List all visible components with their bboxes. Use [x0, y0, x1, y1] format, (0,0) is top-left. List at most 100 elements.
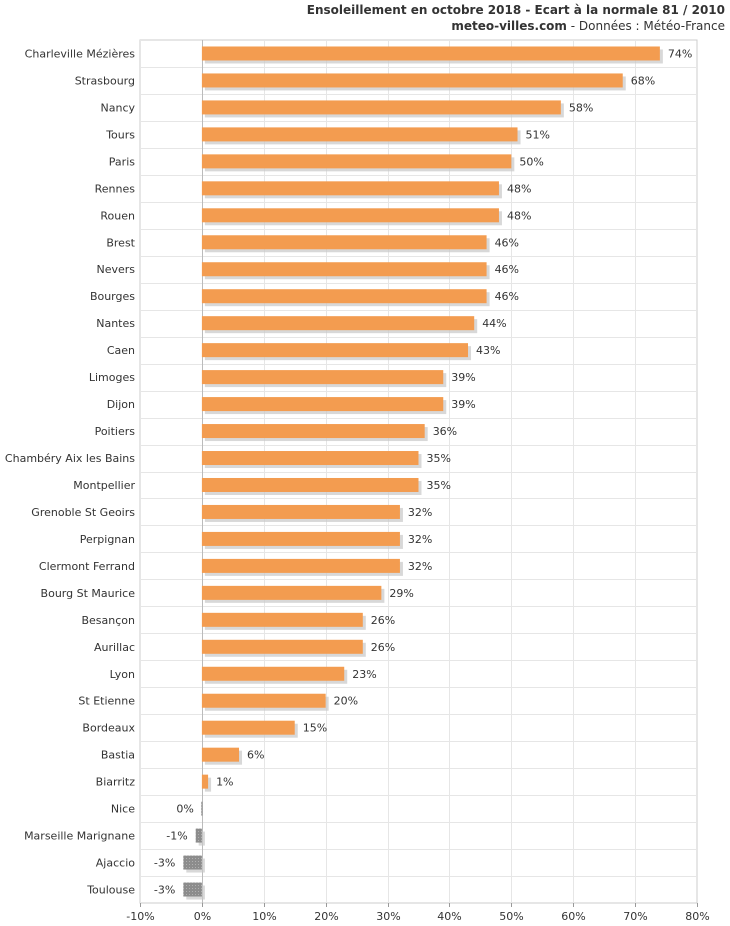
value-label: 6%	[247, 749, 264, 762]
bar	[201, 558, 400, 573]
bar	[183, 882, 202, 897]
value-label: 26%	[371, 641, 395, 654]
category-label: Rouen	[100, 209, 135, 222]
category-label: St Etienne	[78, 695, 135, 708]
data-source: - Données : Météo-France	[566, 19, 725, 33]
category-label: Clermont Ferrand	[39, 560, 135, 573]
x-tick-label: 20%	[314, 910, 338, 923]
x-tick-label: 10%	[252, 910, 276, 923]
value-label: 32%	[408, 533, 432, 546]
category-label: Bourges	[90, 290, 135, 303]
category-label: Marseille Marignane	[24, 830, 135, 843]
value-label: 35%	[427, 452, 451, 465]
bar	[201, 100, 561, 115]
bar	[201, 343, 469, 358]
bar	[201, 774, 209, 789]
category-label: Lyon	[110, 668, 135, 681]
category-label: Charleville Mézières	[25, 47, 136, 60]
bar	[201, 46, 660, 61]
bar	[201, 424, 425, 439]
value-label: 51%	[526, 128, 550, 141]
value-label: 39%	[451, 371, 475, 384]
value-label: 44%	[482, 317, 506, 330]
x-tick-label: 70%	[623, 910, 647, 923]
value-label: 26%	[371, 614, 395, 627]
x-tick-label: 0%	[194, 910, 211, 923]
value-label: 32%	[408, 506, 432, 519]
bar	[201, 370, 444, 385]
category-label: Nice	[111, 803, 135, 816]
value-label: 46%	[495, 263, 519, 276]
site-name: meteo-villes.com	[451, 19, 567, 33]
bar	[201, 397, 444, 412]
x-axis: -10% 0% 10% 20% 30% 40% 50% 60% 70% 80%	[126, 903, 710, 923]
value-label: 20%	[334, 695, 358, 708]
category-label: Tours	[105, 128, 135, 141]
value-label: 46%	[495, 290, 519, 303]
category-label: Bourg St Maurice	[41, 587, 136, 600]
category-label: Toulouse	[86, 884, 135, 897]
value-label: 0%	[176, 803, 193, 816]
bar	[201, 73, 623, 88]
bar	[195, 828, 202, 843]
x-tick-label: -10%	[126, 910, 154, 923]
value-label: 39%	[451, 398, 475, 411]
category-label: Bastia	[101, 749, 135, 762]
value-label: 15%	[303, 722, 327, 735]
bar	[201, 504, 400, 519]
category-label: Perpignan	[80, 533, 135, 546]
category-label: Limoges	[89, 371, 135, 384]
value-label: 1%	[216, 776, 233, 789]
category-label: Bordeaux	[82, 722, 135, 735]
x-tick-label: 50%	[499, 910, 523, 923]
value-label: -3%	[154, 857, 175, 870]
value-label: 48%	[507, 209, 531, 222]
bar	[201, 451, 419, 466]
bar	[183, 855, 202, 870]
bar	[201, 666, 345, 681]
value-label: 32%	[408, 560, 432, 573]
category-label: Chambéry Aix les Bains	[5, 452, 135, 465]
x-tick-label: 60%	[561, 910, 585, 923]
category-label: Rennes	[95, 182, 136, 195]
category-label: Brest	[106, 236, 135, 249]
category-label: Dijon	[107, 398, 135, 411]
bar	[201, 693, 326, 708]
category-label: Strasbourg	[75, 74, 135, 87]
bar	[201, 316, 475, 331]
category-label: Poitiers	[95, 425, 136, 438]
chart-subtitle: meteo-villes.com - Données : Météo-Franc…	[307, 18, 725, 34]
value-label: 74%	[668, 47, 692, 60]
bar	[201, 154, 512, 169]
value-label: 23%	[352, 668, 376, 681]
category-label: Montpellier	[73, 479, 135, 492]
category-label: Aurillac	[94, 641, 135, 654]
bar	[201, 289, 487, 304]
bar	[201, 720, 295, 735]
bar	[201, 181, 499, 196]
x-tick-label: 30%	[376, 910, 400, 923]
bar	[201, 747, 240, 762]
category-label: Caen	[107, 344, 135, 357]
bar	[201, 262, 487, 277]
bar	[201, 639, 363, 654]
labels: Charleville Mézières 74% Strasbourg 68% Nanc…	[5, 47, 692, 896]
value-label: -3%	[154, 884, 175, 897]
value-label: 48%	[507, 182, 531, 195]
bars	[183, 46, 663, 900]
category-label: Biarritz	[96, 776, 136, 789]
x-tick-label: 80%	[685, 910, 709, 923]
x-tick-label: 40%	[437, 910, 461, 923]
value-label: 35%	[427, 479, 451, 492]
bar	[201, 477, 419, 492]
category-label: Nevers	[96, 263, 135, 276]
value-label: 50%	[519, 155, 543, 168]
category-label: Nancy	[101, 101, 136, 114]
value-label: 58%	[569, 101, 593, 114]
bar	[201, 585, 382, 600]
bar	[201, 127, 518, 142]
category-label: Ajaccio	[96, 857, 135, 870]
category-label: Nantes	[96, 317, 135, 330]
category-label: Grenoble St Geoirs	[31, 506, 135, 519]
